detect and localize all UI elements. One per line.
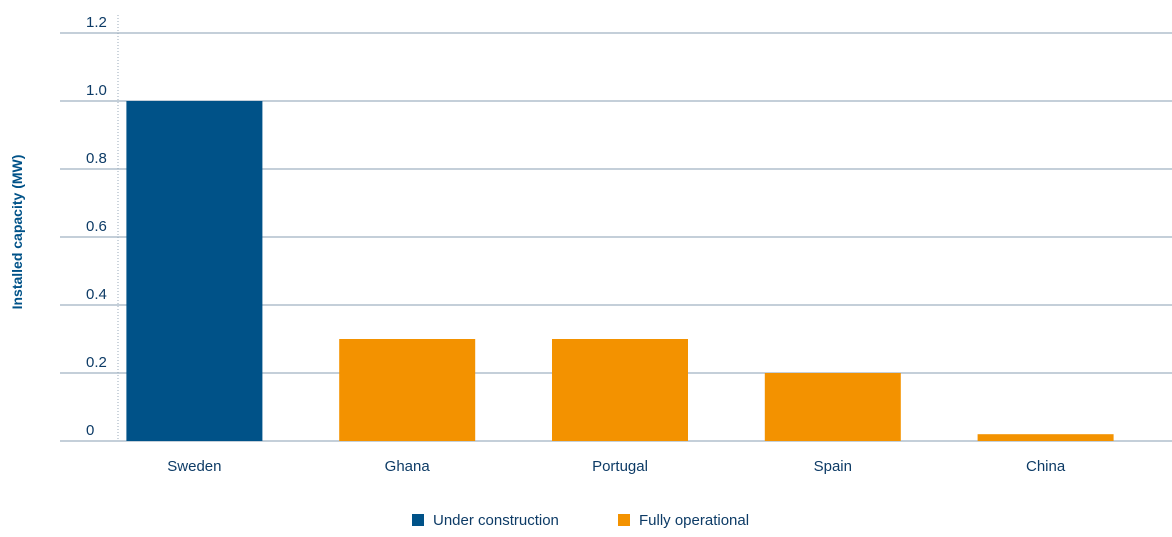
y-tick-label: 0 (86, 422, 94, 439)
x-axis-labels: Sweden Ghana Portugal Spain China (167, 458, 1066, 475)
y-tick-label: 0.8 (86, 150, 107, 167)
y-tick-label: 0.2 (86, 354, 107, 371)
legend-label-1: Fully operational (639, 512, 749, 529)
x-tick-label: Ghana (385, 458, 431, 475)
bar-sweden (126, 101, 263, 441)
bar-spain (764, 373, 901, 441)
y-tick-label: 1.2 (86, 14, 107, 31)
bars (126, 101, 1114, 441)
y-axis-title: Installed capacity (MW) (9, 155, 25, 310)
x-tick-label: China (1026, 458, 1066, 475)
legend-swatch-0 (412, 514, 424, 526)
legend-label-0: Under construction (433, 512, 559, 529)
x-tick-label: Sweden (167, 458, 221, 475)
bar-portugal (552, 339, 688, 441)
bar-ghana (339, 339, 476, 441)
legend-swatch-1 (618, 514, 630, 526)
legend: Under construction Fully operational (412, 512, 749, 529)
x-tick-label: Spain (814, 458, 852, 475)
y-tick-label: 0.6 (86, 218, 107, 235)
y-tick-label: 1.0 (86, 82, 107, 99)
x-tick-label: Portugal (592, 458, 648, 475)
y-tick-label: 0.4 (86, 286, 107, 303)
y-axis-ticks: 0 0.2 0.4 0.6 0.8 1.0 1.2 (86, 14, 107, 439)
bar-china (977, 434, 1114, 441)
